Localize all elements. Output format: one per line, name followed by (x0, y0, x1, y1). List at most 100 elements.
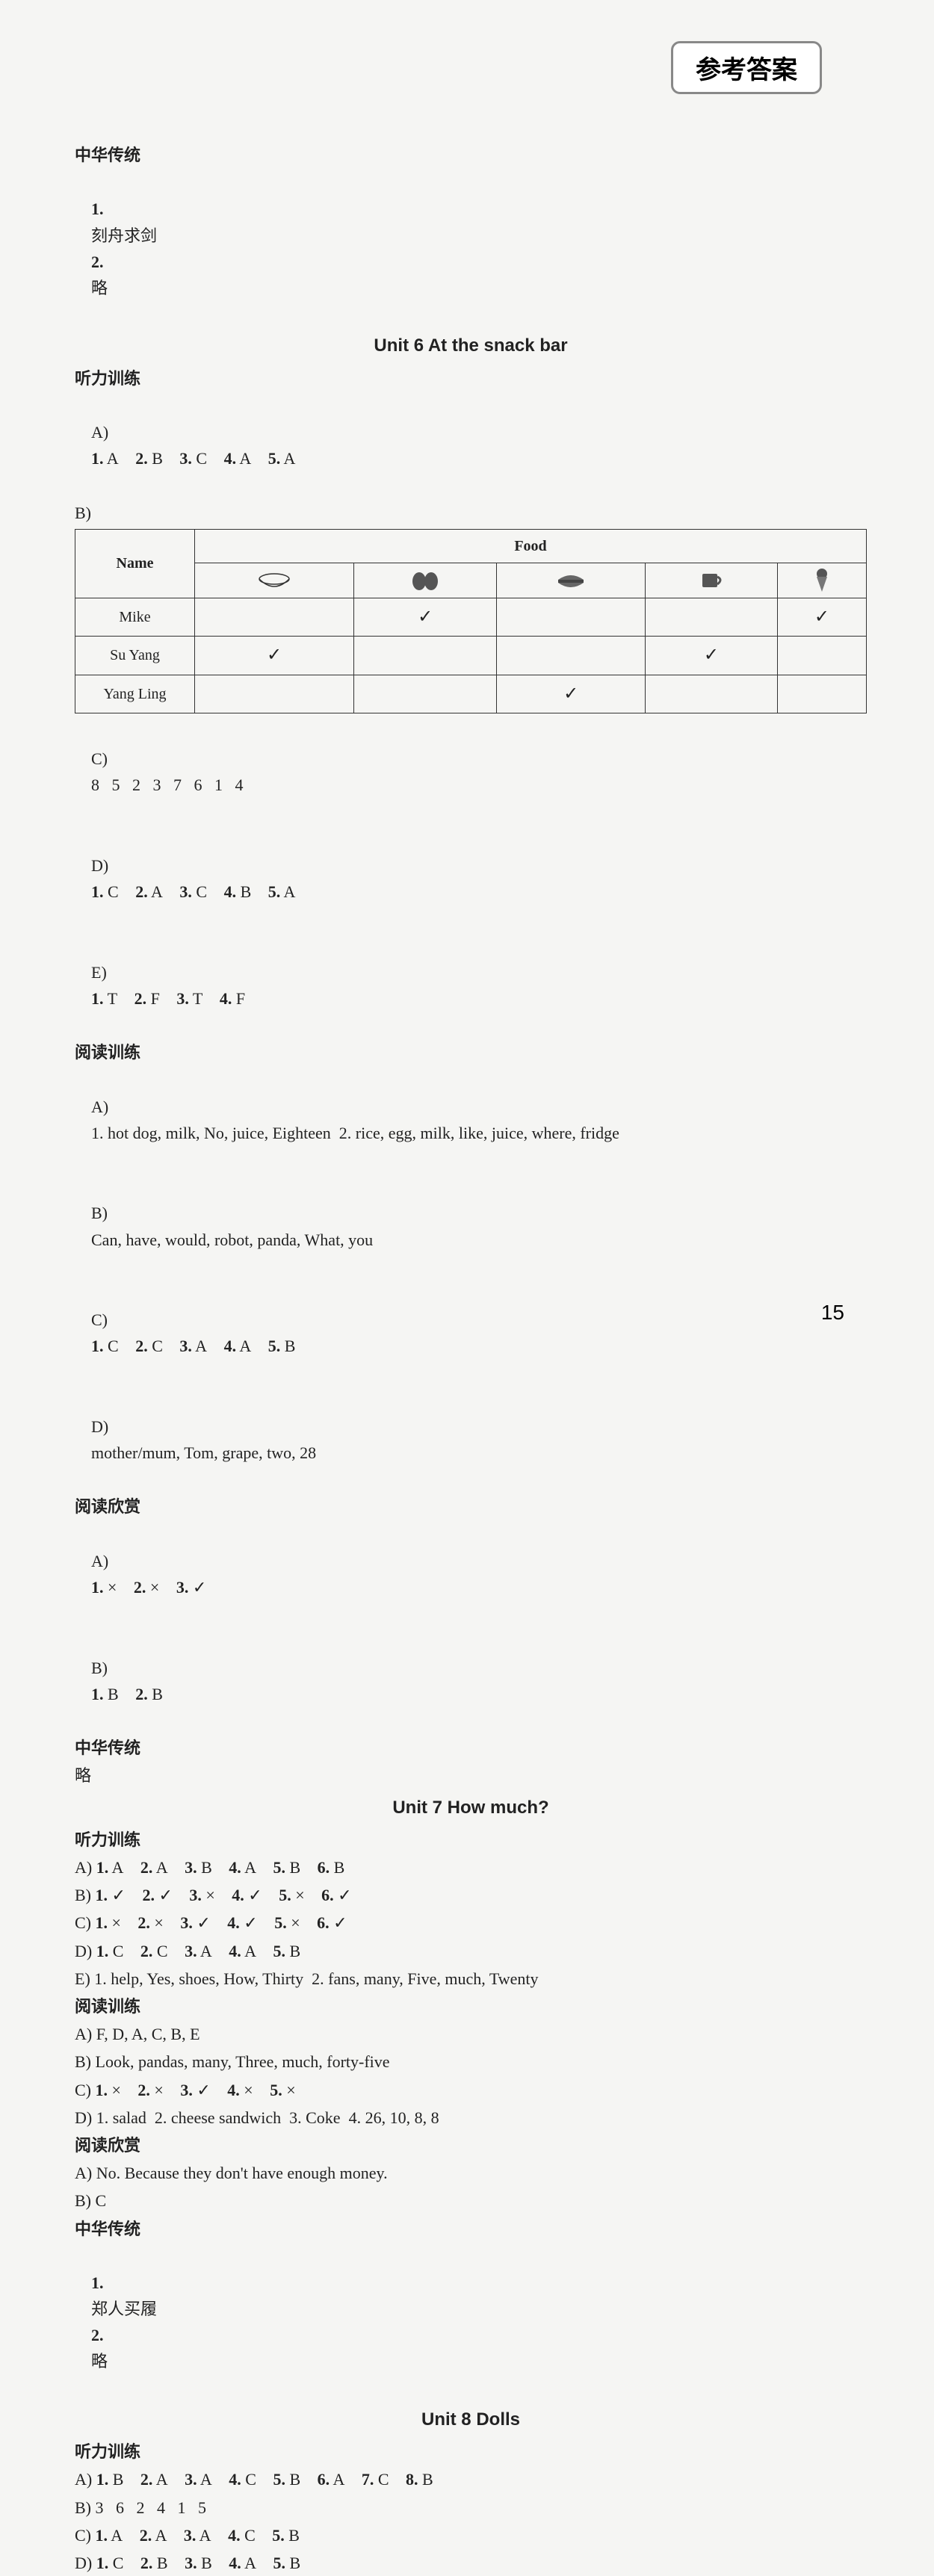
prefix: C) (75, 2081, 91, 2099)
prefix: C) (91, 1310, 108, 1329)
item-val: × (291, 1913, 300, 1932)
table-row: Yang Ling✓ (75, 675, 867, 713)
table-row: Mike✓✓ (75, 598, 867, 636)
unit6-rB: B) Can, have, would, robot, panda, What,… (75, 1174, 867, 1279)
answer-item: 2. A (140, 2466, 168, 2492)
answer-item: 1. C (96, 1938, 124, 1964)
item-num: 1. (91, 989, 104, 1008)
unit6-rC: C) 1. C 2. C 3. A 4. A 5. B (75, 1281, 867, 1386)
name-cell: Mike (75, 598, 195, 636)
item-val: B (334, 1858, 345, 1877)
item-num: 5. (273, 1858, 285, 1877)
item-val: 略 (91, 2352, 108, 2371)
answer-item: 3. C (179, 879, 207, 905)
item-num: 1. (96, 2470, 109, 2489)
prefix: D) (75, 2554, 92, 2572)
answer-item: 2. B (135, 445, 163, 471)
item-val: B (113, 2470, 124, 2489)
item-num: 2. (140, 2470, 153, 2489)
item-num: 5. (279, 1886, 291, 1904)
item-num: 3. (176, 1578, 189, 1597)
item-num: 4. (229, 2470, 241, 2489)
item-num: 1. (91, 449, 104, 468)
answer-item: 1. T (91, 985, 117, 1012)
item-num: 2. (140, 2554, 153, 2572)
prefix: C) (75, 2526, 91, 2545)
item-num: 1. (96, 1858, 109, 1877)
cup-icon (645, 563, 777, 598)
answer-item: 3. T (176, 985, 202, 1012)
item-num: 3. (180, 1913, 193, 1932)
check-cell (645, 675, 777, 713)
unit8-A: A) 1. B 2. A 3. A 4. C 5. B 6. A 7. C 8.… (75, 2466, 867, 2492)
item-val: A (239, 449, 251, 468)
answer-item: 3. C (179, 445, 207, 471)
item-num: 8. (406, 2470, 418, 2489)
answer-item: 4. A (224, 1333, 252, 1359)
item-num: 1. (96, 2081, 108, 2099)
item-num: 1. (91, 882, 104, 901)
item-val: A (195, 1337, 207, 1355)
item-val: ✓ (333, 1913, 347, 1932)
item-num: 3. (185, 2554, 197, 2572)
item-val: A (200, 1942, 212, 1960)
item-val: A (155, 2526, 167, 2545)
item-num: 1. (91, 1685, 104, 1703)
item-num: 4. (229, 1942, 241, 1960)
unit7-reading-label: 阅读训练 (75, 1993, 867, 2019)
item-num: 2. (134, 1578, 146, 1597)
item-val: C (157, 1942, 168, 1960)
answer-item: 1. A (96, 1854, 124, 1880)
item-val: × (286, 2081, 295, 2099)
check-cell: ✓ (354, 598, 497, 636)
prefix: A) (91, 423, 108, 442)
item-val: 刻舟求剑 (91, 226, 157, 245)
item-val: B (289, 2554, 300, 2572)
answer-item: 5. × (279, 1882, 304, 1908)
item-num: 6. (318, 1858, 330, 1877)
content-body: 中华传统 1. 刻舟求剑 2. 略 Unit 6 At the snack ba… (75, 142, 867, 2576)
unit8-C: C) 1. A 2. A 3. A 4. C 5. B (75, 2522, 867, 2548)
prefix: A) (75, 2164, 92, 2182)
item-val: × (112, 1913, 121, 1932)
name-header: Name (75, 529, 195, 598)
item-num: 2. (137, 2081, 150, 2099)
item-num: 1. (91, 2273, 104, 2292)
item-num: 5. (268, 1337, 281, 1355)
answer-item: 1. A (96, 2522, 123, 2548)
answer-item: 5. A (268, 445, 296, 471)
check-cell (777, 637, 866, 675)
text: 1. hot dog, milk, No, juice, Eighteen 2.… (91, 1124, 619, 1142)
item-num: 5. (268, 882, 281, 901)
answer-item: 5. B (272, 2522, 300, 2548)
answer-item: 8. B (406, 2466, 433, 2492)
item-num: 3. (185, 2470, 197, 2489)
item-num: 5. (273, 1942, 285, 1960)
prefix: B) (75, 2052, 91, 2071)
answer-item: 4. A (229, 1854, 256, 1880)
check-cell (497, 598, 646, 636)
bowl-icon (195, 563, 354, 598)
prefix: A) (75, 2470, 92, 2489)
answer-item: 5. B (268, 1333, 296, 1359)
item-num: 4. (227, 1913, 240, 1932)
prefix: B) (75, 2191, 91, 2210)
table-row: Su Yang✓✓ (75, 637, 867, 675)
item-val: ✓ (244, 1913, 257, 1932)
item-val: C (152, 1337, 163, 1355)
unit7-listening-label: 听力训练 (75, 1827, 867, 1853)
item-val: C (113, 1942, 124, 1960)
item-num: 2. (135, 1685, 148, 1703)
prefix: D) (75, 1942, 92, 1960)
answer-item: 2. C (140, 1938, 168, 1964)
prefix: A) (75, 1858, 92, 1877)
item-num: 4. (229, 1858, 241, 1877)
answer-item: 3. A (179, 1333, 207, 1359)
item-num: 3. (179, 882, 192, 901)
unit7-tradition-items: 1. 郑人买履 2. 略 (75, 2244, 867, 2401)
item-num: 3. (184, 2526, 197, 2545)
unit7-C: C) 1. × 2. × 3. ✓ 4. ✓ 5. × 6. ✓ (75, 1910, 867, 1936)
item-num: 2. (91, 2326, 104, 2344)
unit6-title: Unit 6 At the snack bar (75, 332, 867, 360)
answer-item: 6. ✓ (317, 1910, 347, 1936)
